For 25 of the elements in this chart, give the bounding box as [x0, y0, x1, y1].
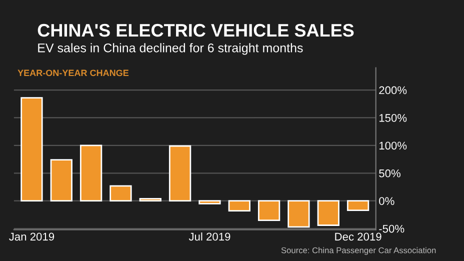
bar [168, 145, 192, 202]
y-tick-label: 100% [379, 142, 407, 150]
bar [317, 200, 340, 226]
chart-subtitle: EV sales in China declined for 6 straight months [38, 43, 303, 55]
bar [346, 200, 370, 211]
bar [258, 200, 280, 221]
bar [288, 200, 310, 228]
bar [139, 198, 162, 202]
bar [228, 200, 250, 212]
bar [198, 200, 221, 204]
bar [20, 97, 43, 202]
bar [110, 185, 132, 202]
source-note: Source: China Passenger Car Association [281, 247, 436, 255]
y-tick-label: 0% [379, 197, 394, 205]
y-tick-label: 150% [379, 114, 407, 122]
bar [80, 144, 102, 202]
x-tick-label: Jul 2019 [188, 232, 230, 241]
x-tick-label: Jan 2019 [9, 232, 54, 241]
y-axis-title: YEAR-ON-YEAR CHANGE [18, 70, 129, 76]
y-tick-label: 200% [379, 86, 407, 94]
y-tick-label: 50% [379, 169, 400, 178]
y-tick-label: -50% [379, 224, 404, 233]
x-tick-label: Dec 2019 [335, 232, 382, 241]
chart-title: CHINA'S ELECTRIC VEHICLE SALES [38, 24, 354, 37]
bar [50, 159, 72, 202]
